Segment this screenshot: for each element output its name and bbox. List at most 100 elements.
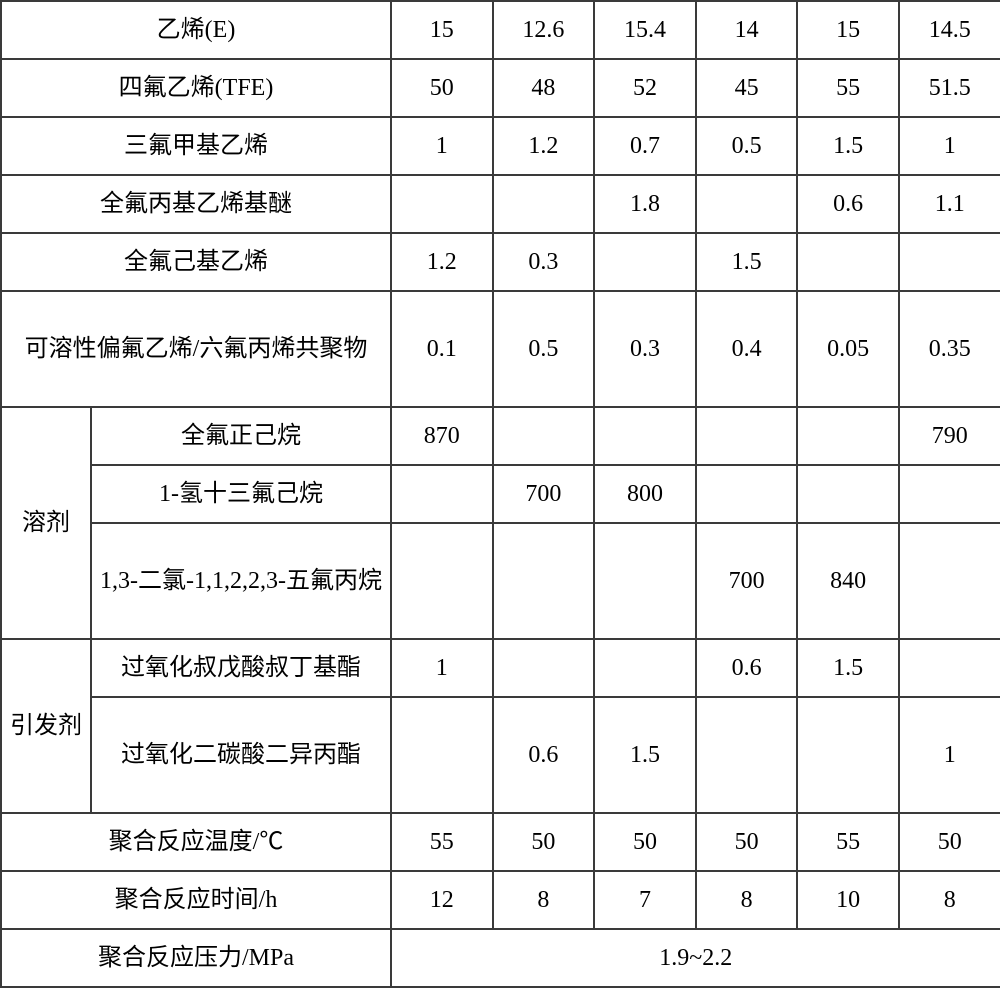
cell bbox=[594, 523, 696, 639]
cell bbox=[899, 465, 1000, 523]
param-label: 全氟丙基乙烯基醚 bbox=[1, 175, 391, 233]
cell: 1 bbox=[899, 697, 1000, 813]
cell bbox=[899, 639, 1000, 697]
cell: 840 bbox=[797, 523, 899, 639]
cell: 48 bbox=[493, 59, 595, 117]
param-label: 四氟乙烯(TFE) bbox=[1, 59, 391, 117]
cell: 52 bbox=[594, 59, 696, 117]
param-label: 聚合反应时间/h bbox=[1, 871, 391, 929]
cell: 14 bbox=[696, 1, 798, 59]
cell bbox=[594, 233, 696, 291]
table-row: 1-氢十三氟己烷 700 800 bbox=[1, 465, 1000, 523]
cell bbox=[696, 465, 798, 523]
cell: 15.4 bbox=[594, 1, 696, 59]
table-row: 聚合反应时间/h 12 8 7 8 10 8 bbox=[1, 871, 1000, 929]
cell bbox=[493, 175, 595, 233]
cell: 0.6 bbox=[696, 639, 798, 697]
cell: 1.5 bbox=[797, 117, 899, 175]
cell: 1.5 bbox=[696, 233, 798, 291]
cell bbox=[797, 465, 899, 523]
cell: 55 bbox=[391, 813, 493, 871]
param-label: 全氟正己烷 bbox=[91, 407, 391, 465]
cell: 55 bbox=[797, 59, 899, 117]
cell-merged: 1.9~2.2 bbox=[391, 929, 1000, 987]
cell: 0.5 bbox=[696, 117, 798, 175]
param-label: 聚合反应压力/MPa bbox=[1, 929, 391, 987]
cell: 1.2 bbox=[493, 117, 595, 175]
cell bbox=[899, 523, 1000, 639]
cell: 8 bbox=[899, 871, 1000, 929]
table-row: 引发剂 过氧化叔戊酸叔丁基酯 1 0.6 1.5 bbox=[1, 639, 1000, 697]
cell bbox=[797, 407, 899, 465]
cell: 0.4 bbox=[696, 291, 798, 407]
cell bbox=[899, 233, 1000, 291]
cell: 15 bbox=[797, 1, 899, 59]
cell: 1.1 bbox=[899, 175, 1000, 233]
param-label: 全氟己基乙烯 bbox=[1, 233, 391, 291]
cell bbox=[594, 639, 696, 697]
cell bbox=[493, 407, 595, 465]
cell bbox=[696, 697, 798, 813]
composition-table-wrapper: 乙烯(E) 15 12.6 15.4 14 15 14.5 四氟乙烯(TFE) … bbox=[0, 0, 1000, 988]
cell: 700 bbox=[696, 523, 798, 639]
cell bbox=[696, 407, 798, 465]
cell: 51.5 bbox=[899, 59, 1000, 117]
cell bbox=[594, 407, 696, 465]
table-row: 溶剂 全氟正己烷 870 790 bbox=[1, 407, 1000, 465]
cell: 1.8 bbox=[594, 175, 696, 233]
param-label: 1-氢十三氟己烷 bbox=[91, 465, 391, 523]
table-row: 可溶性偏氟乙烯/六氟丙烯共聚物 0.1 0.5 0.3 0.4 0.05 0.3… bbox=[1, 291, 1000, 407]
cell bbox=[391, 175, 493, 233]
param-label: 1,3-二氯-1,1,2,2,3-五氟丙烷 bbox=[91, 523, 391, 639]
cell bbox=[493, 523, 595, 639]
param-label: 乙烯(E) bbox=[1, 1, 391, 59]
cell: 50 bbox=[594, 813, 696, 871]
cell: 0.6 bbox=[797, 175, 899, 233]
cell: 14.5 bbox=[899, 1, 1000, 59]
cell: 1.2 bbox=[391, 233, 493, 291]
cell: 0.35 bbox=[899, 291, 1000, 407]
cell: 1 bbox=[391, 639, 493, 697]
cell bbox=[391, 697, 493, 813]
cell: 0.05 bbox=[797, 291, 899, 407]
cell: 790 bbox=[899, 407, 1000, 465]
param-label: 三氟甲基乙烯 bbox=[1, 117, 391, 175]
cell bbox=[797, 697, 899, 813]
group-label-initiator: 引发剂 bbox=[1, 639, 91, 813]
cell: 50 bbox=[493, 813, 595, 871]
table-row: 三氟甲基乙烯 1 1.2 0.7 0.5 1.5 1 bbox=[1, 117, 1000, 175]
cell bbox=[797, 233, 899, 291]
cell: 1.5 bbox=[797, 639, 899, 697]
cell: 700 bbox=[493, 465, 595, 523]
table-row: 四氟乙烯(TFE) 50 48 52 45 55 51.5 bbox=[1, 59, 1000, 117]
param-label: 聚合反应温度/℃ bbox=[1, 813, 391, 871]
cell: 45 bbox=[696, 59, 798, 117]
cell: 12.6 bbox=[493, 1, 595, 59]
table-row: 聚合反应温度/℃ 55 50 50 50 55 50 bbox=[1, 813, 1000, 871]
cell: 0.7 bbox=[594, 117, 696, 175]
cell: 10 bbox=[797, 871, 899, 929]
cell bbox=[391, 523, 493, 639]
cell: 50 bbox=[391, 59, 493, 117]
group-label-solvent: 溶剂 bbox=[1, 407, 91, 639]
cell: 0.3 bbox=[493, 233, 595, 291]
cell: 0.5 bbox=[493, 291, 595, 407]
composition-table: 乙烯(E) 15 12.6 15.4 14 15 14.5 四氟乙烯(TFE) … bbox=[0, 0, 1000, 988]
cell: 8 bbox=[493, 871, 595, 929]
cell bbox=[696, 175, 798, 233]
param-label: 过氧化叔戊酸叔丁基酯 bbox=[91, 639, 391, 697]
cell: 55 bbox=[797, 813, 899, 871]
table-row: 全氟己基乙烯 1.2 0.3 1.5 bbox=[1, 233, 1000, 291]
cell: 50 bbox=[899, 813, 1000, 871]
param-label: 可溶性偏氟乙烯/六氟丙烯共聚物 bbox=[1, 291, 391, 407]
param-label: 过氧化二碳酸二异丙酯 bbox=[91, 697, 391, 813]
table-row: 乙烯(E) 15 12.6 15.4 14 15 14.5 bbox=[1, 1, 1000, 59]
cell: 1 bbox=[899, 117, 1000, 175]
cell: 800 bbox=[594, 465, 696, 523]
cell: 1 bbox=[391, 117, 493, 175]
cell: 1.5 bbox=[594, 697, 696, 813]
table-row: 1,3-二氯-1,1,2,2,3-五氟丙烷 700 840 bbox=[1, 523, 1000, 639]
cell: 0.1 bbox=[391, 291, 493, 407]
table-row: 全氟丙基乙烯基醚 1.8 0.6 1.1 bbox=[1, 175, 1000, 233]
cell bbox=[391, 465, 493, 523]
